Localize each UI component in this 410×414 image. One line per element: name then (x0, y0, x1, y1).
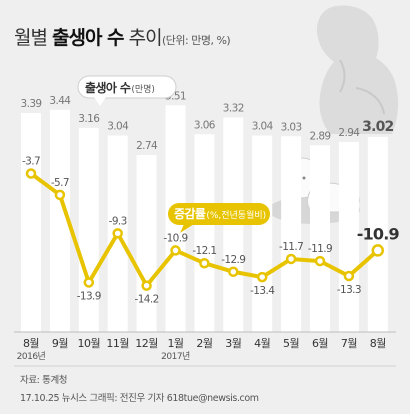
line-point (256, 271, 268, 283)
x-tick-label: 12월 (135, 337, 158, 350)
bar-value-label: 3.06 (194, 119, 216, 131)
bar-value-label: 3.04 (252, 121, 274, 133)
line-point (199, 257, 210, 269)
line-value-label: -5.7 (51, 177, 69, 189)
bar-value-label: 3.02 (362, 119, 393, 135)
x-tick-label: 8월 (370, 337, 386, 350)
line-value-label: -3.7 (22, 156, 40, 168)
bar (367, 136, 388, 332)
bar-value-label: 2.94 (338, 127, 360, 139)
line-point (228, 266, 239, 278)
line-point (141, 280, 152, 291)
x-tick-label: 3월 (225, 337, 241, 350)
x-tick-label: 1월 (167, 337, 183, 350)
line-value-label: -13.9 (77, 290, 101, 302)
line-value-label: -12.1 (192, 245, 216, 257)
line-point (112, 228, 123, 239)
x-tick-label: 11월 (106, 337, 129, 350)
bar-value-label: 3.03 (281, 121, 302, 133)
bar-value-label: 3.32 (223, 103, 244, 115)
line-point (343, 270, 355, 282)
line-point (83, 277, 95, 288)
credit-text: 17.10.25 뉴시스 그래픽: 전진우 기자 618tue@newsis.c… (20, 393, 259, 404)
line-value-label: -10.9 (357, 224, 400, 243)
page-title: 월별 출생아 수 추이 (14, 27, 162, 49)
line-value-label: -12.9 (221, 254, 245, 266)
line-value-label: -10.9 (163, 232, 187, 244)
line-point (170, 245, 181, 256)
line-point (314, 255, 326, 267)
bar-value-label: 2.74 (136, 140, 158, 152)
line-value-label: -11.9 (308, 243, 332, 255)
bar (252, 135, 273, 332)
bar-value-label: 2.89 (310, 130, 331, 142)
source-text: 자료: 통계청 (20, 374, 67, 386)
bar (49, 109, 70, 332)
bar-value-label: 3.04 (107, 121, 129, 133)
x-year-label: 2016년 (17, 351, 46, 362)
x-tick-label: 9월 (52, 337, 68, 350)
line-value-label: -14.2 (135, 294, 159, 306)
x-year-label: 2017년 (161, 351, 190, 362)
bar (136, 154, 157, 332)
x-tick-label: 5월 (283, 337, 299, 350)
line-point (54, 189, 66, 201)
line-legend-text: 증감률(%,전년동월비) (174, 206, 266, 221)
x-tick-label: 10월 (77, 337, 100, 350)
pregnant-woman-illustration (316, 5, 399, 134)
x-tick-label: 2월 (196, 337, 212, 350)
line-point (285, 253, 297, 265)
x-tick-label: 4월 (254, 337, 270, 350)
bar (310, 145, 330, 332)
bar (194, 134, 215, 332)
x-tick-label: 7월 (341, 337, 357, 350)
bar-value-label: 3.16 (78, 113, 100, 125)
line-value-label: -9.3 (109, 215, 127, 227)
line-value-label: -11.7 (279, 241, 303, 253)
unit-label: (단위: 만명, %) (162, 34, 230, 47)
bar (21, 113, 41, 332)
line-point (25, 168, 37, 179)
bar (281, 136, 302, 332)
bar-legend: 출생아 수(만명) (77, 75, 177, 106)
bar-legend-text: 출생아 수(만명) (85, 80, 155, 95)
line-value-label: -13.3 (337, 284, 361, 296)
x-tick-label: 8월 (23, 337, 39, 350)
line-value-label: -13.4 (250, 285, 275, 297)
bar-value-label: 3.44 (49, 95, 71, 107)
line-point (371, 244, 385, 257)
x-tick-label: 6월 (312, 337, 328, 350)
bar-value-label: 3.39 (21, 98, 42, 110)
line-legend: 증감률(%,전년동월비) (168, 203, 270, 233)
bar (338, 142, 359, 332)
